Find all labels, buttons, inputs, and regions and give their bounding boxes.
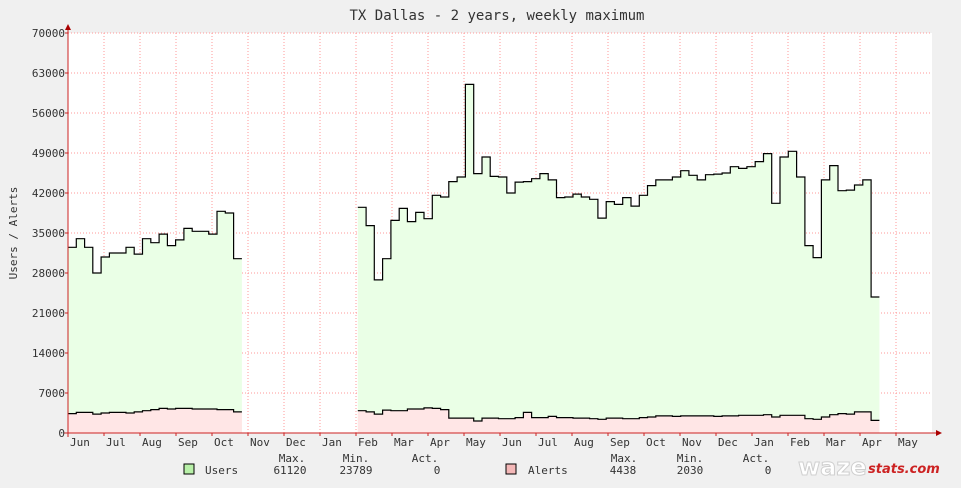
x-tick-label: Aug	[142, 436, 162, 449]
y-tick-labels: 0 7000 14000 21000 28000 35000 42000 49000 56000…	[32, 27, 68, 440]
y-tick-label: 42000	[32, 187, 65, 200]
alerts-min: 2030	[677, 464, 704, 477]
series-areas	[68, 84, 880, 434]
y-tick-label: 35000	[32, 227, 65, 240]
y-tick-label: 21000	[32, 307, 65, 320]
line-users-1	[357, 83, 880, 298]
area-users-1	[357, 84, 880, 434]
x-tick-label: Oct	[214, 436, 234, 449]
y-axis-arrow	[65, 24, 71, 30]
x-tick-label: Nov	[250, 436, 270, 449]
y-tick-label: 56000	[32, 107, 65, 120]
series-lines	[68, 83, 880, 422]
users-min: 23789	[339, 464, 372, 477]
users-max: 61120	[273, 464, 306, 477]
logo-waze: waze	[798, 453, 867, 481]
y-tick-label: 7000	[39, 387, 66, 400]
x-tick-label: Apr	[862, 436, 882, 449]
legend-header-act-1: Act.	[412, 452, 439, 465]
x-tick-label: Sep	[178, 436, 198, 449]
legend-label-users: Users	[205, 464, 238, 477]
x-tick-label: Nov	[682, 436, 702, 449]
x-tick-label: Oct	[646, 436, 666, 449]
x-axis-arrow	[936, 430, 942, 436]
line-alerts-1	[357, 407, 880, 422]
legend-label-alerts: Alerts	[528, 464, 568, 477]
x-tick-label: Mar	[394, 436, 414, 449]
alerts-act: 0	[765, 464, 772, 477]
x-tick-label: Jun	[502, 436, 522, 449]
x-tick-label: Jan	[322, 436, 342, 449]
x-tick-label: Dec	[286, 436, 306, 449]
x-tick-label: Dec	[718, 436, 738, 449]
legend: Max. Min. Act. Users 61120 23789 0 Max. …	[183, 452, 772, 477]
alerts-max: 4438	[610, 464, 637, 477]
legend-header-act-2: Act.	[743, 452, 770, 465]
x-tick-label: Apr	[430, 436, 450, 449]
x-tick-label: Jul	[538, 436, 558, 449]
y-tick-label: 70000	[32, 27, 65, 40]
line-users-0	[68, 210, 242, 274]
legend-swatch-alerts	[505, 463, 517, 475]
x-tick-label: May	[898, 436, 918, 449]
users-act: 0	[434, 464, 441, 477]
area-alerts-1	[357, 407, 880, 433]
x-tick-label: Sep	[610, 436, 630, 449]
x-tick-label: Feb	[790, 436, 810, 449]
y-tick-label: 28000	[32, 267, 65, 280]
x-tick-label: Jun	[70, 436, 90, 449]
chart-title: TX Dallas - 2 years, weekly maximum	[349, 8, 644, 24]
y-tick-label: 0	[58, 427, 65, 440]
legend-header-max-2: Max.	[611, 452, 638, 465]
x-tick-label: Feb	[358, 436, 378, 449]
logo-stats: stats.com	[868, 462, 940, 477]
legend-header-max-1: Max.	[279, 452, 306, 465]
y-tick-label: 63000	[32, 67, 65, 80]
y-axis-label: Users / Alerts	[7, 187, 20, 280]
x-tick-label: Jan	[754, 436, 774, 449]
area-users-0	[68, 211, 242, 433]
y-tick-label: 14000	[32, 347, 65, 360]
x-tick-label: Jul	[106, 436, 126, 449]
y-tick-label: 49000	[32, 147, 65, 160]
area-alerts-0	[68, 408, 242, 433]
x-tick-labels: Jun Jul Aug Sep Oct Nov Dec Jan Feb Mar Apr May Jun J…	[67, 433, 918, 449]
x-tick-label: Mar	[826, 436, 846, 449]
wazestats-logo: waze stats.com	[798, 453, 940, 482]
x-tick-label: Aug	[574, 436, 594, 449]
legend-header-min-2: Min.	[677, 452, 704, 465]
x-tick-label: May	[466, 436, 486, 449]
line-alerts-0	[68, 407, 242, 415]
legend-header-min-1: Min.	[343, 452, 370, 465]
legend-swatch-users	[183, 463, 195, 475]
